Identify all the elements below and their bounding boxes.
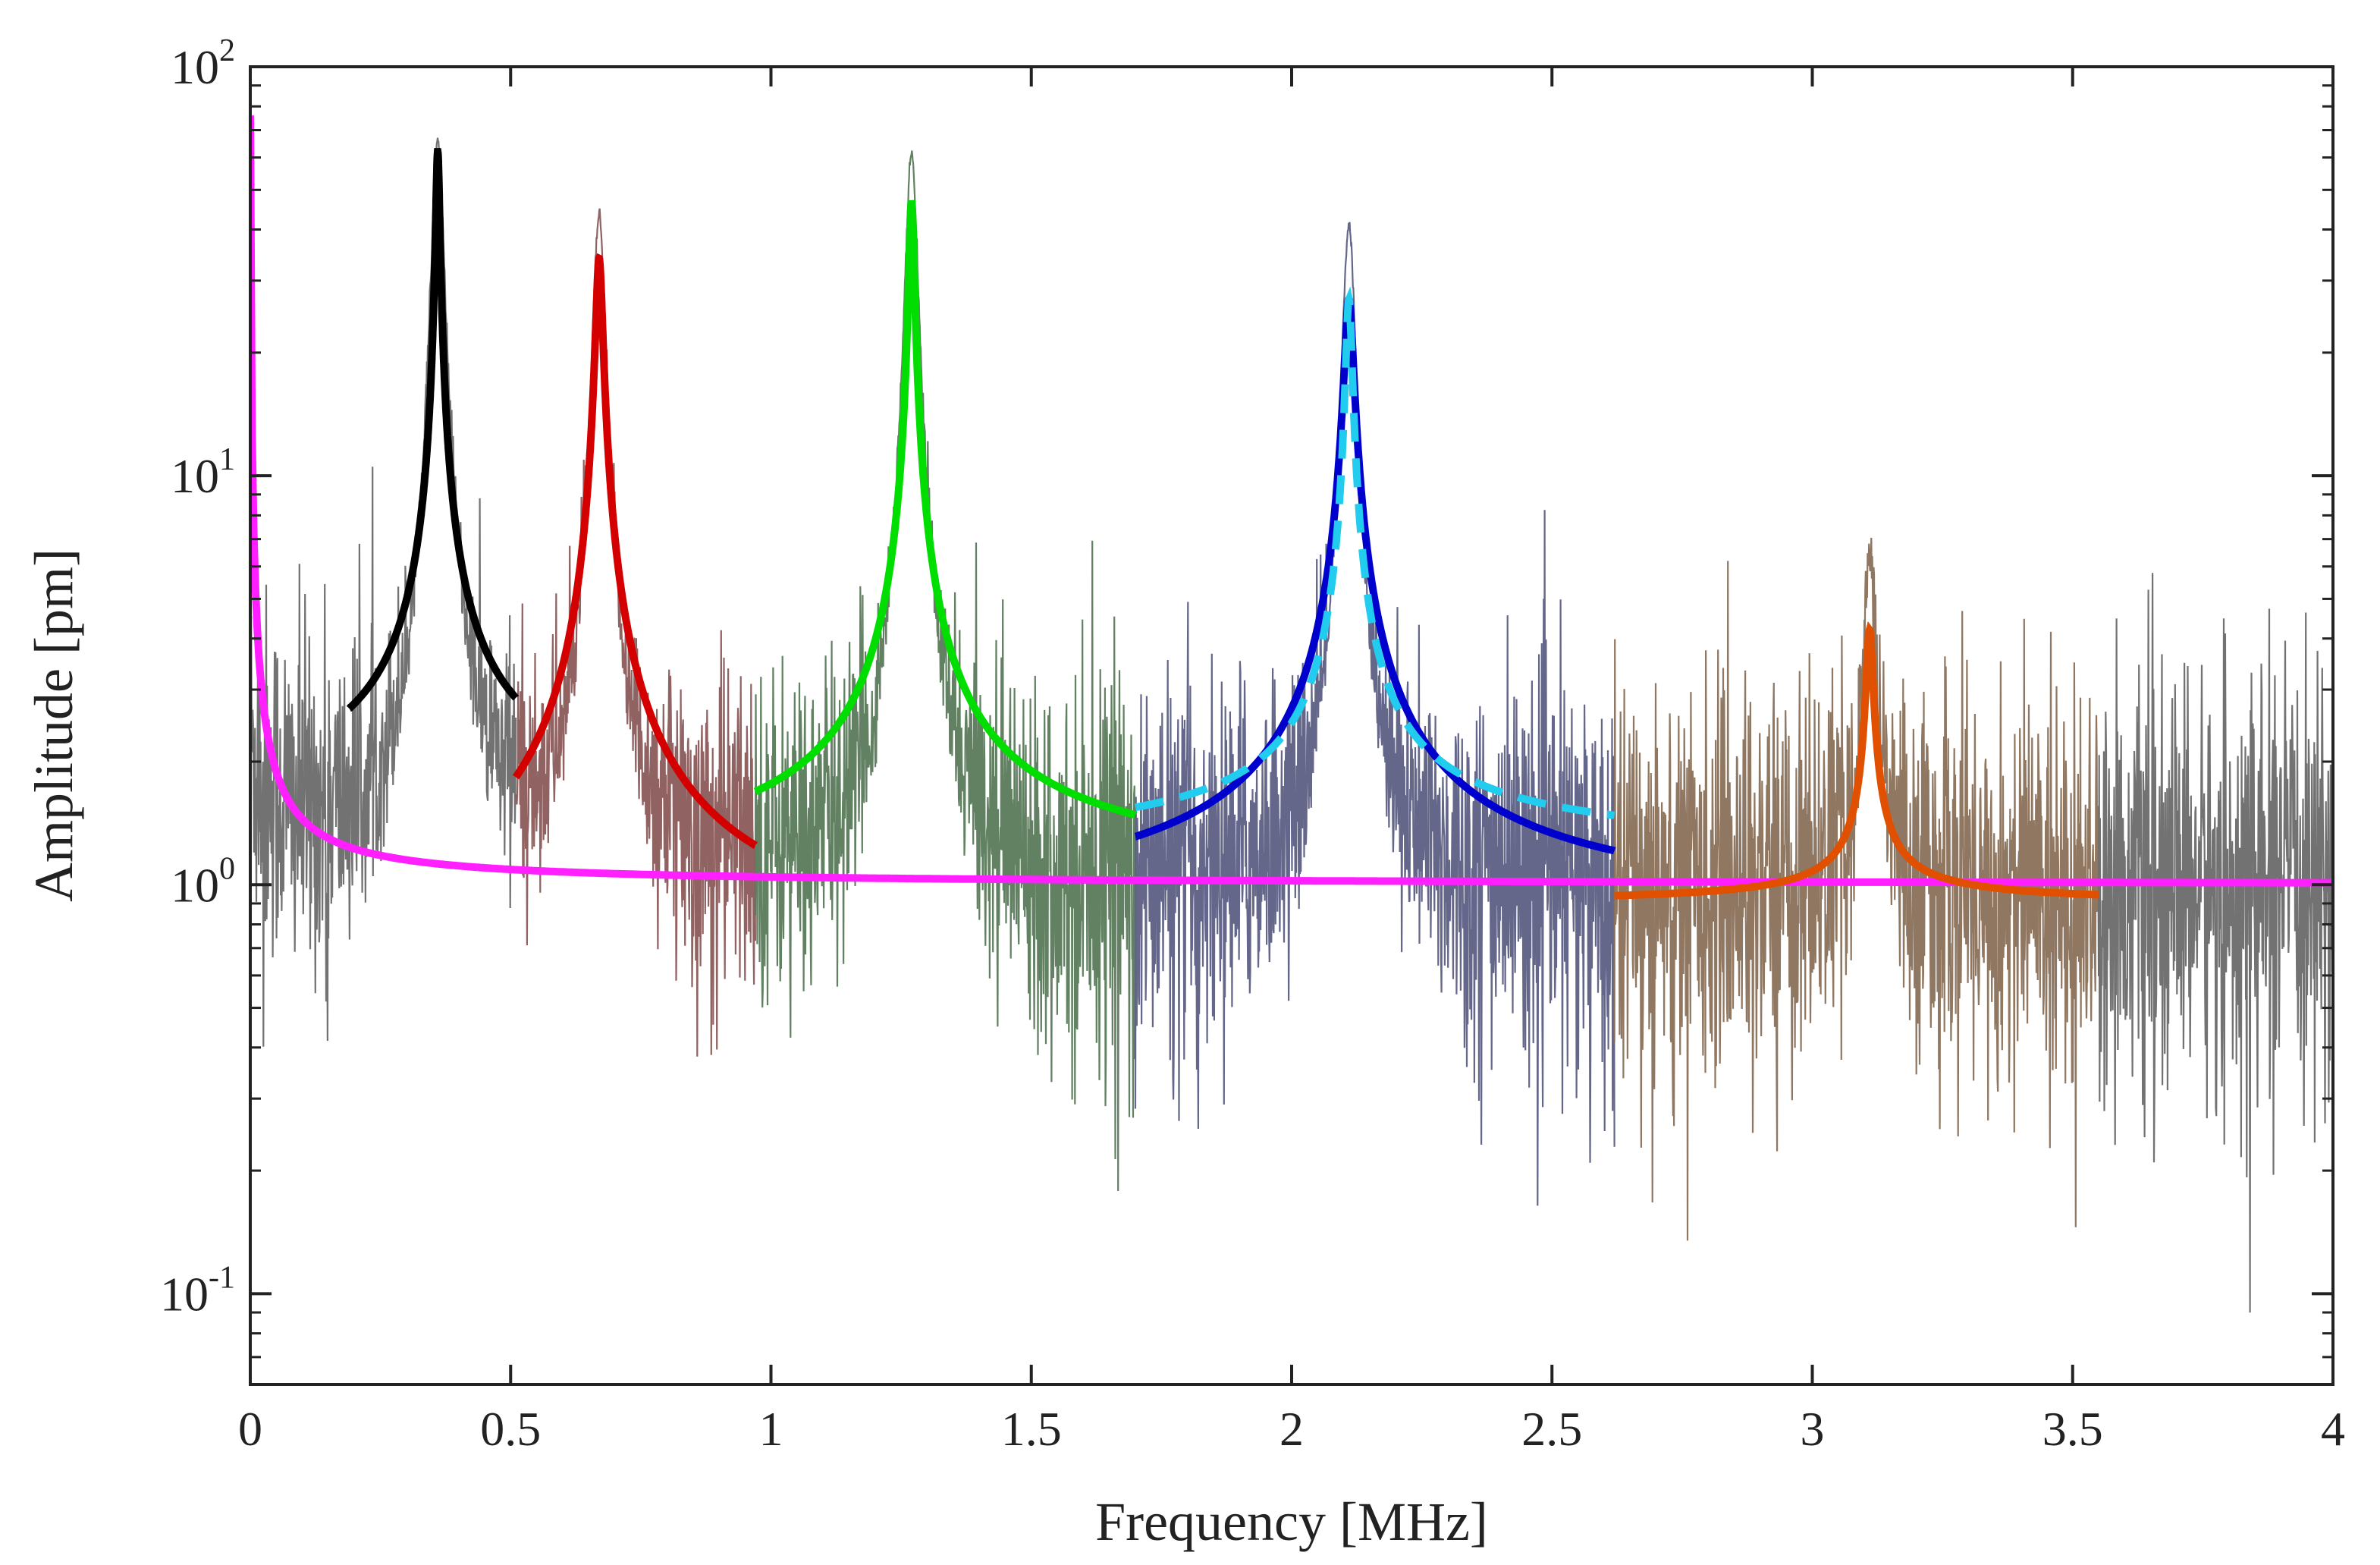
noise-segment-4: [1134, 222, 1615, 1206]
axis-ticks: 0 0.5 1 1.5 2 2.5 3 3.5 4 10-1 100 101 102: [160, 33, 2345, 1456]
noise-segment-6: [2098, 573, 2333, 1313]
curve-mode-5: [1614, 621, 2099, 900]
curve-baseline: [250, 115, 2333, 887]
curve-mode-1: [346, 148, 520, 712]
y-tick-label: 102: [171, 33, 235, 94]
curve-mode-4-fit: [1135, 286, 1615, 819]
x-tick-label: 1: [759, 1402, 783, 1456]
fit-curves: [250, 115, 2333, 900]
y-axis-label: Amplitude [pm]: [24, 548, 84, 902]
x-tick-label: 1.5: [1001, 1402, 1062, 1456]
x-axis-label: Frequency [MHz]: [1095, 1491, 1488, 1552]
x-tick-label: 2: [1279, 1402, 1304, 1456]
x-tick-label: 4: [2321, 1402, 2345, 1456]
x-tick-label: 0: [238, 1402, 262, 1456]
curve-mode-4: [1134, 291, 1616, 855]
noise-segment-2: [515, 208, 756, 1057]
x-tick-label: 3.5: [2042, 1402, 2103, 1456]
curve-mode-2: [512, 253, 758, 850]
x-tick-label: 3: [1801, 1402, 1825, 1456]
x-tick-label: 2.5: [1521, 1402, 1582, 1456]
x-tick-label: 0.5: [480, 1402, 541, 1456]
curve-mode-3: [753, 200, 1138, 819]
y-tick-label: 10-1: [160, 1260, 235, 1321]
y-tick-label: 101: [171, 442, 235, 503]
y-tick-label: 100: [171, 851, 235, 912]
